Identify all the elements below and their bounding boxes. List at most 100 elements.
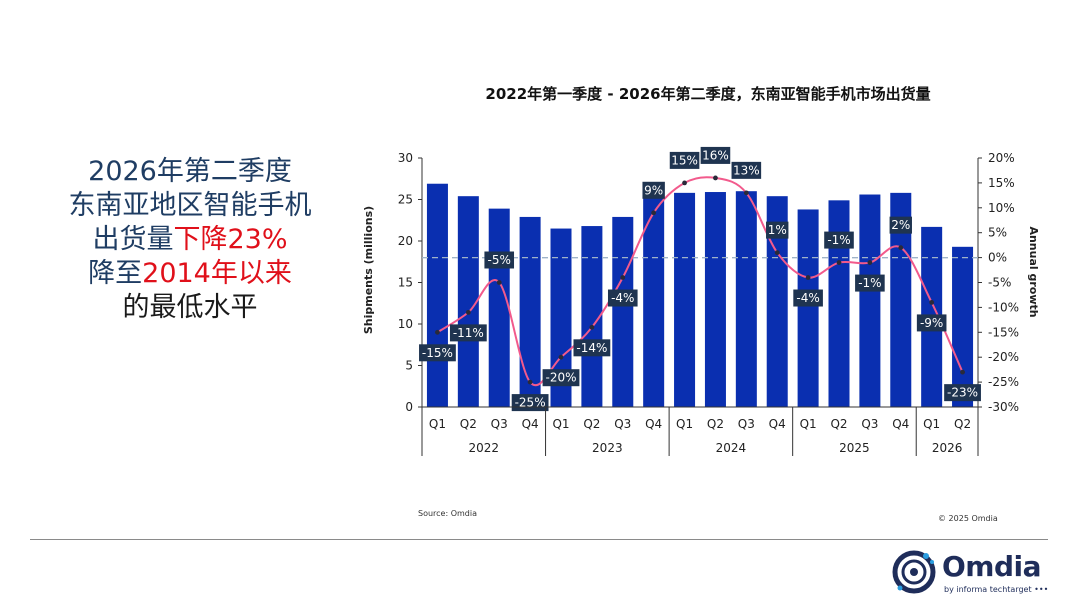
growth-point <box>589 324 595 330</box>
shipment-bar <box>828 200 850 407</box>
omdia-logo-word: Omdia <box>942 550 1042 583</box>
growth-label-box <box>731 161 762 179</box>
x-tick-label: Q1 <box>552 417 569 431</box>
growth-label-box <box>766 221 789 239</box>
growth-label-box <box>669 151 700 169</box>
y2-tick-label: 15% <box>988 176 1015 190</box>
growth-label: -4% <box>611 291 634 305</box>
y2-tick-label: -10% <box>988 300 1019 314</box>
growth-label: -20% <box>545 371 576 385</box>
x-tick-label: Q2 <box>954 417 971 431</box>
shipment-bar <box>766 196 788 407</box>
y2-tick-label: 5% <box>988 226 1007 240</box>
headline-line-1: 2026年第二季度 <box>88 156 292 187</box>
growth-label: 16% <box>702 148 729 162</box>
x-tick-label: Q3 <box>614 417 631 431</box>
y2-tick-label: -20% <box>988 350 1019 364</box>
x-tick-label: Q3 <box>861 417 878 431</box>
growth-label: 9% <box>644 183 663 197</box>
growth-point <box>805 275 811 280</box>
x-tick-label: Q2 <box>707 417 724 431</box>
growth-label-box <box>449 324 487 342</box>
growth-label-box <box>700 146 731 164</box>
shipment-bar <box>704 192 726 407</box>
growth-label: 13% <box>733 163 760 177</box>
growth-label-box <box>855 274 885 292</box>
growth-point <box>435 329 440 335</box>
shipment-bar <box>581 226 603 407</box>
shipment-bar <box>612 216 634 407</box>
growth-point <box>713 175 718 181</box>
shipment-bar <box>674 192 696 407</box>
growth-point <box>620 275 626 280</box>
y-tick-label: 10 <box>398 317 413 331</box>
y2-tick-label: -25% <box>988 375 1019 389</box>
shipment-bar <box>488 208 510 407</box>
copyright-note: © 2025 Omdia <box>938 514 998 523</box>
growth-point <box>960 369 965 375</box>
growth-point <box>651 210 657 216</box>
headline: 2026年第二季度 东南亚地区智能手机 出货量下降23% 降至2014年以来 的… <box>40 155 340 325</box>
x-tick-label: Q4 <box>522 417 539 431</box>
x-tick-label: Q1 <box>676 417 693 431</box>
growth-label-box <box>944 384 981 402</box>
growth-point <box>465 309 471 315</box>
shipment-bar <box>643 197 665 407</box>
growth-point <box>774 250 780 256</box>
source-note: Source: Omdia <box>418 509 478 518</box>
year-label: 2025 <box>839 441 870 455</box>
x-axis: Q1 Q2 Q3 Q4 Q1 Q2 Q3 Q4 Q1 Q2 Q3 Q4 Q1 Q2 Q3 Q4 Q1 Q2 2022… <box>421 406 979 456</box>
footer-divider <box>30 539 1048 540</box>
growth-point <box>527 379 533 385</box>
y-axis-label: Shipments (millions) <box>362 206 375 334</box>
y2-tick-label: 10% <box>988 201 1015 215</box>
growth-label-box <box>607 289 638 307</box>
omdia-logo: Omdia by informa techtarget ••• <box>890 548 1050 598</box>
headline-highlight-decline: 下降23% <box>173 224 288 255</box>
x-tick-label: Q2 <box>830 417 847 431</box>
y-tick-label: 25 <box>398 193 413 207</box>
y-tick-label: 20 <box>398 234 413 248</box>
y-tick-label: 15 <box>398 276 413 290</box>
growth-label: -15% <box>422 346 453 360</box>
chart-title: 2022年第一季度 - 2026年第二季度，东南亚智能手机市场出货量 <box>485 85 930 103</box>
x-tick-label: Q2 <box>583 417 600 431</box>
growth-labels: -15%-11% -5% -25% -20% -14% -4% 9% 15% 16% 13% 1% -… <box>419 146 981 412</box>
growth-line <box>435 175 965 386</box>
y2-tick-label: -30% <box>988 400 1019 414</box>
growth-label: 15% <box>671 153 698 167</box>
headline-line-2: 东南亚地区智能手机 <box>68 190 312 221</box>
x-tick-label: Q1 <box>429 417 446 431</box>
axes: 0 5 10 15 20 25 30 -30% -25% -20% -15% -10% -5% 0% 5% 1… <box>398 151 1019 414</box>
y2-tick-label: -15% <box>988 325 1019 339</box>
growth-point <box>496 280 502 285</box>
headline-line-4: 降至2014年以来 <box>40 257 340 291</box>
headline-line-5: 的最低水平 <box>122 292 258 323</box>
shipment-bar <box>426 183 448 407</box>
growth-label: -5% <box>488 253 511 267</box>
x-tick-label: Q1 <box>923 417 940 431</box>
y2-tick-label: -5% <box>988 276 1011 290</box>
year-label: 2026 <box>932 441 963 455</box>
growth-point <box>929 300 935 305</box>
growth-label: -11% <box>453 326 484 340</box>
omdia-logo-mark-icon <box>892 550 936 594</box>
x-tick-label: Q4 <box>769 417 786 431</box>
growth-label: 2% <box>891 218 910 232</box>
shipment-bar <box>735 191 757 407</box>
growth-label: 1% <box>768 223 787 237</box>
headline-line-3-text: 出货量 <box>92 224 174 255</box>
growth-point <box>898 245 904 251</box>
y2-axis-label: Annual growth <box>1027 226 1040 317</box>
growth-point <box>558 354 564 360</box>
x-tick-label: Q3 <box>738 417 755 431</box>
y2-tick-label: 0% <box>988 251 1007 265</box>
growth-label-box <box>542 369 580 387</box>
headline-highlight-year: 2014年以来 <box>142 258 292 289</box>
growth-label: -23% <box>947 386 978 400</box>
x-tick-label: Q2 <box>460 417 477 431</box>
shipment-bar <box>519 216 541 407</box>
growth-label-box <box>889 216 912 234</box>
year-label: 2022 <box>469 441 500 455</box>
